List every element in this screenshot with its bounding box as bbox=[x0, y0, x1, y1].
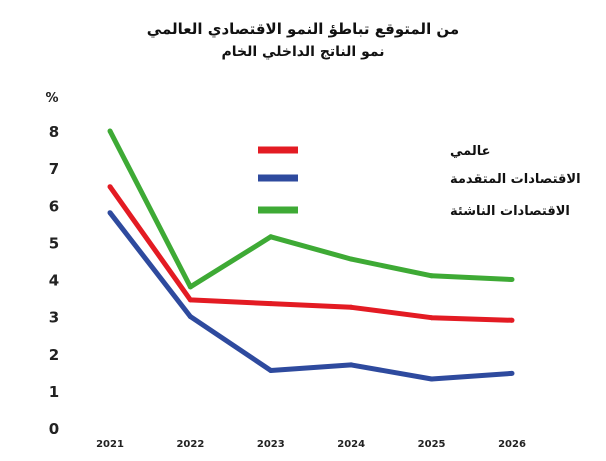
data-point bbox=[509, 317, 515, 323]
y-tick-label: 6 bbox=[49, 197, 59, 215]
y-tick-label: 2 bbox=[49, 346, 59, 364]
data-point bbox=[429, 315, 435, 321]
x-tick-label: 2026 bbox=[498, 439, 526, 450]
data-point bbox=[187, 314, 193, 320]
data-point bbox=[429, 273, 435, 279]
series-0 bbox=[107, 184, 515, 323]
data-point bbox=[107, 128, 113, 134]
x-tick-labels: 2021 2022 2023 2024 2025 2026 bbox=[96, 439, 526, 450]
data-point bbox=[268, 301, 274, 307]
y-tick-label: 4 bbox=[49, 272, 59, 290]
legend: عالمي الاقتصادات المتقدمة الاقتصادات الناش… bbox=[258, 144, 581, 219]
data-point bbox=[348, 256, 354, 262]
chart-title: من المتوقع تباطؤ النمو الاقتصادي العالمي bbox=[147, 20, 459, 39]
y-axis-unit-label: % bbox=[45, 91, 58, 106]
series-2 bbox=[107, 128, 515, 290]
x-tick-label: 2023 bbox=[257, 439, 285, 450]
legend-label: الاقتصادات المتقدمة bbox=[450, 172, 581, 187]
series-line bbox=[108, 211, 513, 382]
series-lines bbox=[107, 128, 515, 382]
x-tick-label: 2024 bbox=[337, 439, 365, 450]
data-point bbox=[107, 184, 113, 190]
x-tick-label: 2025 bbox=[418, 439, 446, 450]
series-line bbox=[107, 185, 513, 323]
y-tick-label: 8 bbox=[49, 123, 59, 141]
y-tick-label: 7 bbox=[49, 160, 59, 178]
data-point bbox=[348, 304, 354, 310]
data-point bbox=[107, 210, 113, 216]
y-tick-label: 5 bbox=[49, 234, 59, 252]
data-point bbox=[509, 370, 515, 376]
y-tick-labels: 0 1 2 3 4 5 6 7 8 bbox=[49, 123, 59, 438]
y-tick-label: 3 bbox=[49, 309, 59, 327]
chart-subtitle: نمو الناتج الداخلي الخام bbox=[222, 44, 385, 60]
x-tick-label: 2022 bbox=[176, 439, 204, 450]
x-tick-label: 2021 bbox=[96, 439, 124, 450]
data-point bbox=[348, 362, 354, 368]
data-point bbox=[509, 277, 515, 282]
data-point bbox=[187, 284, 193, 290]
data-point bbox=[268, 368, 274, 373]
y-tick-label: 0 bbox=[49, 420, 59, 438]
series-1 bbox=[107, 210, 515, 382]
y-tick-label: 1 bbox=[49, 383, 59, 401]
legend-label: عالمي bbox=[450, 144, 491, 159]
legend-label: الاقتصادات الناشئة bbox=[450, 204, 570, 219]
data-point bbox=[268, 234, 274, 240]
data-point bbox=[187, 297, 193, 303]
series-line bbox=[107, 129, 513, 290]
data-point bbox=[429, 376, 435, 382]
